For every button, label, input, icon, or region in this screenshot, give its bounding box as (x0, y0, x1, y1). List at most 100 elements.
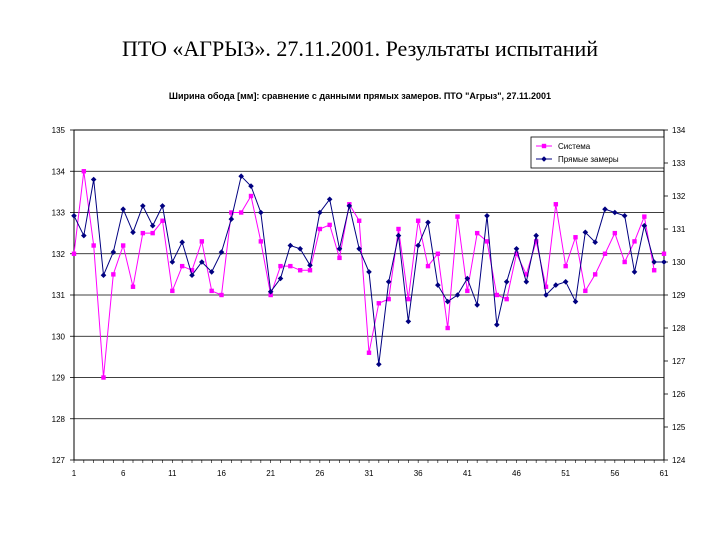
data-point-direct (317, 209, 323, 216)
data-point-direct (336, 246, 343, 252)
legend-label: Система (558, 142, 591, 151)
data-point-direct (405, 318, 412, 325)
data-point-system (415, 218, 421, 223)
data-point-system (160, 218, 165, 223)
data-point-system (592, 272, 598, 277)
data-point-system (396, 226, 401, 232)
right-tick-label: 125 (672, 423, 686, 432)
x-tick-label: 1 (72, 469, 77, 478)
data-point-system (101, 375, 106, 380)
data-point-system (524, 272, 529, 277)
data-point-direct (277, 275, 284, 282)
legend: Система Прямые замеры (530, 136, 665, 169)
data-point-direct (189, 272, 195, 278)
x-tick-label: 41 (463, 469, 472, 478)
data-point-system (327, 222, 332, 228)
data-point-direct (641, 222, 648, 229)
data-point-direct (149, 222, 156, 229)
data-point-system (602, 251, 608, 256)
right-tick-label: 127 (672, 357, 686, 366)
right-tick-label: 134 (672, 126, 686, 135)
data-point-direct (651, 259, 657, 265)
data-point-direct (179, 239, 185, 245)
data-point-direct (326, 196, 333, 203)
data-point-system (661, 251, 667, 256)
data-point-system (465, 288, 470, 294)
data-point-direct (81, 232, 87, 239)
data-point-direct (346, 203, 353, 209)
data-point-system (543, 284, 549, 289)
data-point-system (583, 288, 588, 294)
data-point-system (376, 301, 382, 306)
right-tick-label: 126 (672, 390, 686, 399)
data-point-direct (592, 239, 598, 245)
data-point-system (130, 284, 136, 289)
data-point-system (356, 218, 362, 223)
x-tick-label: 21 (266, 469, 275, 478)
data-point-system (238, 210, 244, 215)
data-point-system (209, 288, 214, 294)
x-tick-label: 36 (414, 469, 423, 478)
data-point-system (455, 214, 460, 219)
x-tick-label: 6 (121, 469, 126, 478)
x-tick-label: 56 (610, 469, 619, 478)
data-point-system (219, 292, 224, 298)
left-tick-label: 128 (52, 415, 66, 424)
x-tick-label: 11 (168, 469, 177, 478)
data-point-direct (425, 219, 431, 226)
data-point-direct (543, 292, 549, 298)
data-point-direct (484, 213, 490, 219)
data-point-direct (376, 361, 382, 368)
data-point-direct (159, 203, 166, 209)
grid-lines (74, 129, 664, 461)
data-point-direct (454, 292, 461, 298)
data-point-system (533, 239, 539, 244)
data-point-system (366, 350, 372, 355)
series-line-system (73, 171, 655, 378)
right-tick-label: 124 (672, 456, 686, 465)
data-point-system (81, 169, 87, 174)
data-point-system (170, 288, 175, 294)
data-point-direct (661, 259, 667, 265)
data-point-direct (248, 183, 254, 189)
data-point-direct (120, 206, 126, 212)
data-point-direct (90, 176, 97, 183)
x-axis: 1 6 11 16 21 26 31 36 41 46 51 56 61 (72, 460, 669, 478)
data-point-system (504, 296, 509, 302)
data-point-direct (553, 282, 559, 288)
data-point-system (445, 325, 450, 331)
data-point-system (484, 239, 490, 244)
data-point-system (386, 296, 391, 302)
data-point-direct (582, 229, 589, 236)
x-tick-label: 26 (315, 469, 324, 478)
data-point-direct (572, 298, 579, 305)
right-tick-label: 131 (672, 225, 686, 234)
right-tick-label: 130 (672, 258, 686, 267)
data-point-direct (238, 173, 244, 179)
data-point-system (425, 263, 431, 269)
left-tick-label: 127 (52, 456, 66, 465)
data-point-direct (356, 246, 362, 252)
data-point-direct (140, 203, 146, 209)
data-point-direct (100, 272, 107, 278)
data-point-system (435, 251, 441, 256)
data-point-direct (621, 213, 628, 219)
data-point-direct (533, 232, 539, 239)
data-point-direct (218, 249, 225, 255)
data-point-system (612, 230, 618, 236)
data-point-system (120, 243, 126, 248)
x-tick-label: 31 (365, 469, 374, 478)
data-point-system (622, 259, 627, 265)
data-point-direct (503, 279, 510, 285)
x-tick-label: 51 (561, 469, 570, 478)
data-point-system (278, 263, 283, 269)
data-point-direct (494, 321, 500, 328)
x-tick-label: 16 (217, 469, 226, 478)
right-tick-label: 132 (672, 192, 686, 201)
left-tick-label: 132 (52, 250, 66, 259)
right-y-axis: 124 125 126 127 128 129 130 131 132 133 134 (664, 126, 686, 465)
data-point-system (514, 251, 519, 256)
data-point-direct (307, 262, 313, 269)
chart-title: Ширина обода [мм]: сравнение с данными п… (168, 91, 552, 101)
data-point-direct (395, 232, 402, 239)
